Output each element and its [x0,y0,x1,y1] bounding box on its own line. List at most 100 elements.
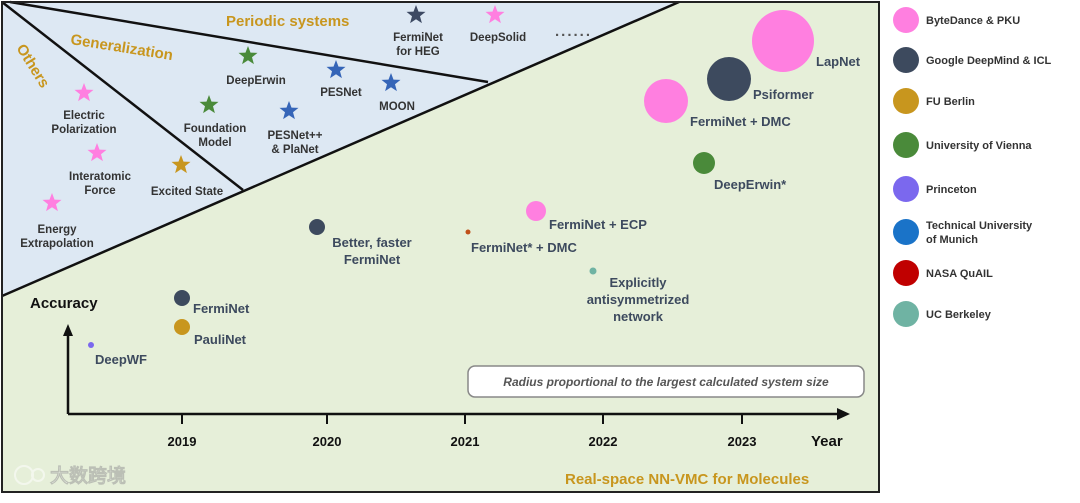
star-label: Model [198,137,231,149]
bubble-label: antisymmetrized [587,292,690,307]
legend-swatch [893,301,919,327]
legend-item: Princeton [893,176,977,202]
legend-label: of Munich [926,234,978,246]
bubble-marker [693,152,715,174]
x-axis-arrow [837,408,850,420]
bubble-label: LapNet [816,54,861,69]
x-tick-label: 2023 [728,434,757,449]
y-axis-arrow [63,324,73,336]
star-energy: Energy Extrapolation [20,193,94,250]
star-label: Foundation [184,123,247,135]
star-pesnet-planet: PESNet++ & PlaNet [268,101,323,156]
bubble-marker [589,267,597,275]
legend-swatch [893,219,919,245]
bubble-label: FermiNet [344,252,401,267]
bubble-label: network [613,309,664,324]
watermark-text: 大数跨境 [50,464,126,487]
bubble-label: FermiNet [193,301,250,316]
bubble-better: Better, faster FermiNet [309,219,412,267]
legend-label: Technical University [926,220,1033,232]
star-marker-icon [381,73,401,92]
y-axis-label: Accuracy [30,295,98,312]
star-label: Excited State [151,186,223,198]
bubble-marker [88,342,94,348]
bubble-marker [707,57,751,101]
star-label: FermiNet [393,32,443,44]
bubble-paulinet: PauliNet [174,319,247,347]
legend-label: ByteDance & PKU [926,15,1020,27]
star-marker-icon [406,5,426,24]
bubble-label: DeepWF [95,352,147,367]
bubble-label: Better, faster [332,235,411,250]
bubble-ferminet-dmc-star: FermiNet* + DMC [465,229,577,255]
legend-item: Technical University of Munich [893,219,1033,246]
bubble-marker [174,319,190,335]
bubble-marker [752,10,814,72]
divider-others [1,1,244,191]
star-fermienet-heg: FermiNet for HEG [393,5,443,58]
bubble-ferminet-ecp: FermiNet + ECP [526,201,647,232]
bubble-ferminet-dmc: FermiNet + DMC [644,79,791,129]
bubble-marker [526,201,546,221]
x-axis-label: Year [811,433,843,450]
star-label: Extrapolation [20,238,93,250]
divider-main [1,0,680,298]
x-tick-label: 2022 [589,434,618,449]
legend-label: Princeton [926,184,977,196]
star-label: & PlaNet [271,144,318,156]
main-panel-border [1,1,880,493]
x-tick-label: 2021 [451,434,480,449]
legend-swatch [893,132,919,158]
bubble-ferminet: FermiNet [174,290,250,316]
bubble-label: FermiNet + DMC [690,114,791,129]
legend-label: NASA QuAIL [926,268,993,280]
periodic-systems-title: Periodic systems [226,13,349,30]
star-force: Interatomic Force [69,143,132,197]
legend-item: Google DeepMind & ICL [893,47,1052,73]
footer-title: Real-space NN-VMC for Molecules [565,471,809,488]
bubbles-layer: DeepWF FermiNet PauliNet Better, faster Ferm… [88,10,861,367]
star-marker-icon [171,155,191,174]
star-pesnet: PESNet [320,60,362,99]
star-label: DeepSolid [470,32,526,44]
star-excited: Excited State [151,155,223,198]
x-axis-ticks: 2019 2020 2021 2022 2023 [168,414,757,449]
star-label: PESNet++ [268,130,323,142]
bubble-label: FermiNet + ECP [549,217,647,232]
legend-swatch [893,260,919,286]
star-foundation: Foundation Model [184,95,247,149]
bubble-deepwf: DeepWF [88,342,147,367]
ellipsis: ...... [555,23,592,40]
star-marker-icon [199,95,219,114]
x-tick-label: 2020 [313,434,342,449]
star-marker-icon [42,193,62,212]
legend-label: Google DeepMind & ICL [926,55,1052,67]
stars-layer: FermiNet for HEG DeepSolid DeepErwin PESNet M… [20,5,526,250]
star-label: PESNet [320,87,362,99]
bubble-psiformer: Psiformer [707,57,814,102]
star-label: Interatomic [69,171,132,183]
bubble-label: DeepErwin* [714,177,787,192]
star-marker-icon [279,101,299,120]
legend-item: UC Berkeley [893,301,992,327]
legend-item: FU Berlin [893,88,975,114]
star-label: Force [84,185,115,197]
star-label: MOON [379,101,415,113]
star-marker-icon [326,60,346,79]
legend-item: NASA QuAIL [893,260,993,286]
star-moon: MOON [379,73,415,113]
bubble-label: Psiformer [753,87,814,102]
bubble-lapnet: LapNet [752,10,861,72]
bubble-marker [644,79,688,123]
x-tick-label: 2019 [168,434,197,449]
watermark: 大数跨境 [14,464,126,487]
star-marker-icon [485,5,505,24]
legend-label: FU Berlin [926,96,975,108]
legend: ByteDance & PKU Google DeepMind & ICL FU B… [893,7,1052,327]
legend-swatch [893,47,919,73]
legend-label: UC Berkeley [926,309,992,321]
bubble-deeperwin-star: DeepErwin* [693,152,787,192]
bubble-marker [465,229,471,235]
legend-label: University of Vienna [926,140,1032,152]
